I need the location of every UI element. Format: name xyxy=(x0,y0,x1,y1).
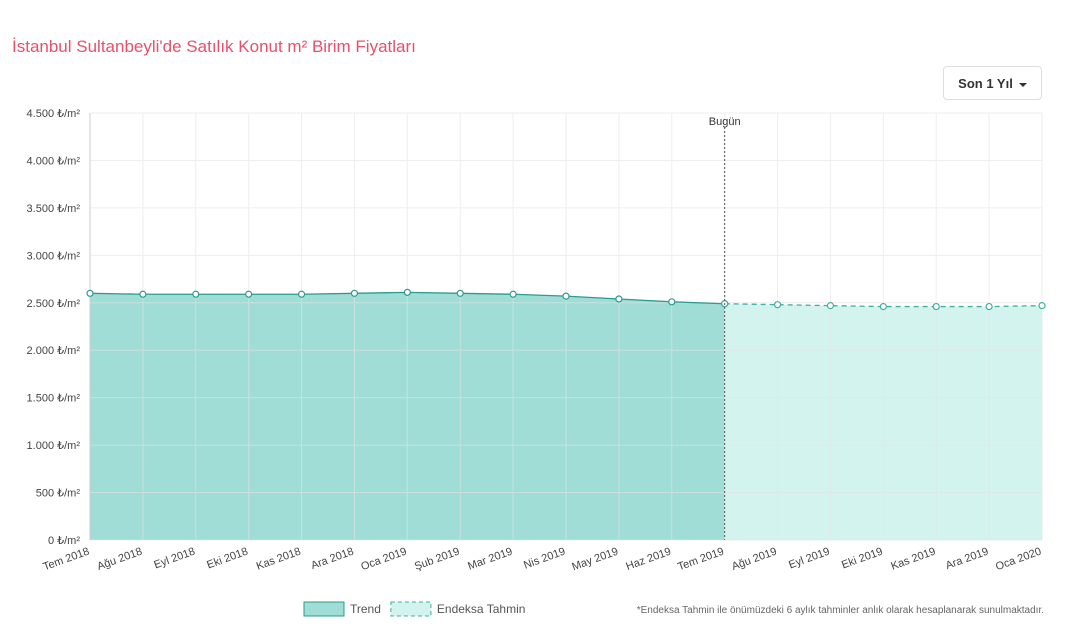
y-tick-label: 3.500 ₺/m² xyxy=(27,203,81,215)
x-tick-label: Eki 2019 xyxy=(840,546,884,572)
x-tick-label: Ara 2018 xyxy=(309,546,355,573)
point xyxy=(932,302,940,311)
x-tick-label: Ağu 2019 xyxy=(730,546,778,573)
x-tick-label: Mar 2019 xyxy=(466,546,514,573)
point xyxy=(826,302,835,310)
dropdown-label: Son 1 Yıl xyxy=(958,75,1013,91)
chart-title: İstanbul Sultanbeyli'de Satılık Konut m²… xyxy=(12,37,416,56)
footnote: *Endeksa Tahmin ile önümüzdeki 6 aylık t… xyxy=(637,605,1044,616)
point xyxy=(615,295,623,303)
point xyxy=(456,289,464,297)
point xyxy=(985,302,993,311)
point xyxy=(509,290,517,298)
y-tick-label: 1.000 ₺/m² xyxy=(27,440,81,452)
y-tick-label: 0 ₺/m² xyxy=(48,535,80,547)
y-tick-label: 3.000 ₺/m² xyxy=(27,250,81,262)
x-tick-label: Eyl 2019 xyxy=(787,546,831,572)
x-tick-label: Ağu 2018 xyxy=(96,546,144,573)
point xyxy=(350,289,359,297)
x-tick-label: Eyl 2018 xyxy=(152,546,196,572)
legend-label: Trend xyxy=(350,602,381,616)
point xyxy=(1038,302,1046,310)
x-tick-label: Oca 2020 xyxy=(994,546,1043,574)
period-dropdown[interactable]: Son 1 Yıl xyxy=(943,66,1042,100)
point xyxy=(773,301,782,309)
y-tick-label: 4.000 ₺/m² xyxy=(27,155,81,167)
legend-swatch xyxy=(303,601,345,617)
point xyxy=(562,292,570,300)
x-tick-label: Nis 2019 xyxy=(522,546,567,572)
point xyxy=(192,290,200,298)
y-tick-label: 2.500 ₺/m² xyxy=(27,298,81,310)
point xyxy=(403,288,411,296)
x-tick-label: Tem 2019 xyxy=(676,546,726,574)
x-tick-label: Tem 2018 xyxy=(42,546,92,574)
x-tick-label: May 2019 xyxy=(570,546,620,574)
y-tick-label: 2.000 ₺/m² xyxy=(27,345,81,357)
x-tick-label: Haz 2019 xyxy=(624,546,672,573)
y-tick-label: 1.500 ₺/m² xyxy=(27,393,81,405)
x-tick-label: Oca 2019 xyxy=(359,546,408,574)
point xyxy=(86,289,94,297)
x-tick-label: Kas 2018 xyxy=(255,546,303,573)
y-tick-label: 500 ₺/m² xyxy=(36,488,81,500)
point xyxy=(139,290,147,298)
x-tick-label: Ara 2019 xyxy=(944,546,990,573)
point xyxy=(879,302,887,311)
legend-label: Endeksa Tahmin xyxy=(437,602,526,616)
today-label: Bugün xyxy=(709,116,741,128)
point xyxy=(297,290,306,298)
y-tick-label: 4.500 ₺/m² xyxy=(27,108,81,120)
point xyxy=(668,298,676,306)
caret xyxy=(1018,82,1027,87)
x-tick-label: Şub 2019 xyxy=(413,546,461,573)
x-tick-label: Eki 2018 xyxy=(205,546,249,572)
x-tick-label: Kas 2019 xyxy=(889,546,937,573)
grid xyxy=(89,112,1043,541)
point xyxy=(245,290,253,298)
legend-swatch xyxy=(390,601,432,617)
